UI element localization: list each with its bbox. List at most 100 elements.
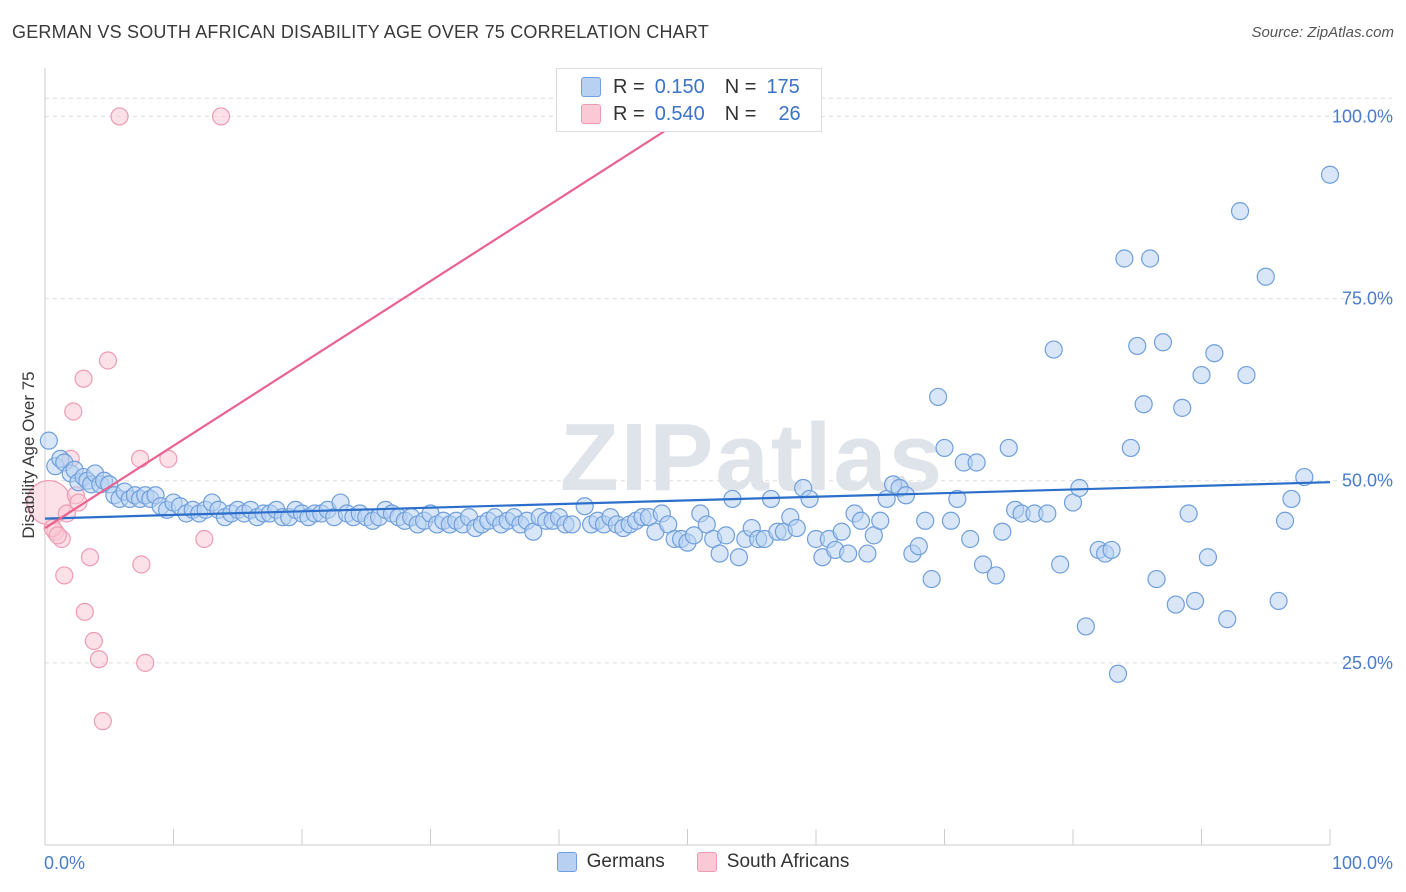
germans-point bbox=[1128, 336, 1147, 356]
germans-point bbox=[1192, 365, 1211, 385]
germans-point bbox=[575, 497, 594, 516]
germans-point bbox=[1166, 595, 1185, 614]
germans-point bbox=[562, 515, 581, 534]
south-africans-point bbox=[75, 602, 94, 621]
germans-point bbox=[1282, 489, 1301, 509]
germans-point bbox=[993, 522, 1012, 541]
germans-point bbox=[1134, 395, 1153, 414]
south-africans-point bbox=[48, 526, 67, 545]
germans-legend-swatch bbox=[556, 852, 577, 872]
germans-point bbox=[973, 555, 993, 574]
south-africans-point bbox=[84, 631, 103, 651]
legend-item-germans[interactable]: Germans bbox=[556, 851, 665, 873]
germans-point bbox=[1108, 664, 1128, 683]
germans-point bbox=[1230, 202, 1250, 221]
n-label: N = bbox=[724, 75, 757, 98]
germans-point bbox=[1102, 540, 1121, 560]
germans-point bbox=[1147, 569, 1166, 589]
stats-row-south-africans: R = 0.540 N = 26 bbox=[581, 101, 801, 127]
y-axis-label: Disability Age Over 75 bbox=[19, 371, 38, 538]
germans-point bbox=[787, 518, 806, 538]
germans-points bbox=[39, 165, 1340, 683]
germans-point bbox=[928, 387, 948, 407]
germans-point bbox=[1295, 467, 1314, 487]
south-africans-point bbox=[80, 548, 100, 567]
germans-point bbox=[909, 537, 928, 556]
germans-point bbox=[1051, 555, 1070, 574]
south-africans-point bbox=[211, 107, 231, 126]
germans-point bbox=[961, 529, 980, 549]
south-africans-point bbox=[55, 566, 74, 585]
n-value: 175 bbox=[766, 75, 800, 98]
germans-point bbox=[1256, 267, 1275, 286]
germans-point bbox=[986, 566, 1006, 585]
germans-point bbox=[710, 544, 729, 563]
germans-point bbox=[1237, 365, 1256, 385]
germans-point bbox=[716, 526, 736, 545]
legend-label-germans: Germans bbox=[586, 851, 665, 872]
y-tick-label: 25.0% bbox=[1342, 653, 1393, 673]
south-africans-point bbox=[110, 107, 129, 126]
germans-point bbox=[1076, 617, 1095, 636]
south-africans-point bbox=[93, 712, 112, 731]
germans-point bbox=[967, 453, 986, 472]
germans-point bbox=[1070, 478, 1089, 498]
germans-point bbox=[948, 489, 967, 509]
south-africans-point bbox=[98, 351, 118, 370]
germans-point bbox=[1038, 504, 1057, 523]
south-africans-point bbox=[64, 402, 83, 421]
germans-point bbox=[1121, 438, 1140, 458]
stats-legend: R = 0.150 N = 175 R = 0.540 N = 26 bbox=[556, 68, 822, 132]
gridlines bbox=[45, 97, 1392, 664]
chart-title: GERMAN VS SOUTH AFRICAN DISABILITY AGE O… bbox=[12, 22, 709, 42]
south-africans-trend-line bbox=[44, 115, 689, 529]
r-label: R = bbox=[613, 75, 645, 98]
r-value: 0.150 bbox=[654, 75, 705, 98]
south-africans-point bbox=[195, 529, 214, 549]
south-africans-legend-swatch bbox=[696, 852, 717, 872]
germans-point bbox=[839, 544, 858, 563]
germans-point bbox=[1198, 548, 1218, 567]
watermark-text: ZIPatlas bbox=[560, 404, 944, 511]
south-africans-point bbox=[69, 493, 88, 512]
germans-point bbox=[935, 438, 954, 458]
germans-point bbox=[916, 511, 935, 530]
y-tick-label: 100.0% bbox=[1332, 106, 1393, 126]
n-label: N = bbox=[724, 102, 757, 125]
south-africans-point bbox=[132, 555, 151, 574]
germans-point bbox=[858, 544, 877, 563]
south-africans-point bbox=[74, 369, 93, 388]
germans-point bbox=[684, 526, 704, 545]
germans-point bbox=[1269, 591, 1288, 611]
south-africans-points bbox=[26, 107, 652, 731]
series-legend: Germans South Africans bbox=[0, 851, 1406, 873]
trend-lines bbox=[44, 115, 1331, 529]
south-africans-swatch bbox=[581, 104, 601, 124]
germans-point bbox=[1179, 504, 1198, 523]
stats-row-germans: R = 0.150 N = 175 bbox=[581, 74, 800, 100]
germans-point bbox=[1153, 333, 1173, 352]
germans-point bbox=[1320, 165, 1340, 184]
y-tick-label: 75.0% bbox=[1342, 289, 1393, 309]
germans-point bbox=[999, 438, 1018, 458]
south-africans-point bbox=[89, 650, 109, 669]
germans-point bbox=[941, 511, 961, 530]
germans-point bbox=[1140, 249, 1160, 268]
south-africans-point bbox=[130, 449, 150, 468]
r-value: 0.540 bbox=[654, 102, 705, 125]
x-tick-label: 0.0% bbox=[44, 853, 85, 873]
legend-label-south-africans: South Africans bbox=[726, 851, 850, 872]
legend-item-south-africans[interactable]: South Africans bbox=[696, 851, 850, 873]
germans-point bbox=[851, 511, 871, 530]
germans-point bbox=[922, 569, 941, 589]
germans-point bbox=[39, 431, 58, 450]
south-africans-point bbox=[136, 653, 155, 672]
south-africans-point bbox=[159, 449, 178, 468]
germans-swatch bbox=[581, 77, 601, 97]
y-tick-label: 50.0% bbox=[1342, 471, 1393, 491]
axes bbox=[44, 68, 1331, 846]
germans-point bbox=[729, 548, 749, 567]
source-label: Source: ZipAtlas.com bbox=[1251, 24, 1394, 41]
x-tick-label: 100.0% bbox=[1332, 853, 1393, 873]
